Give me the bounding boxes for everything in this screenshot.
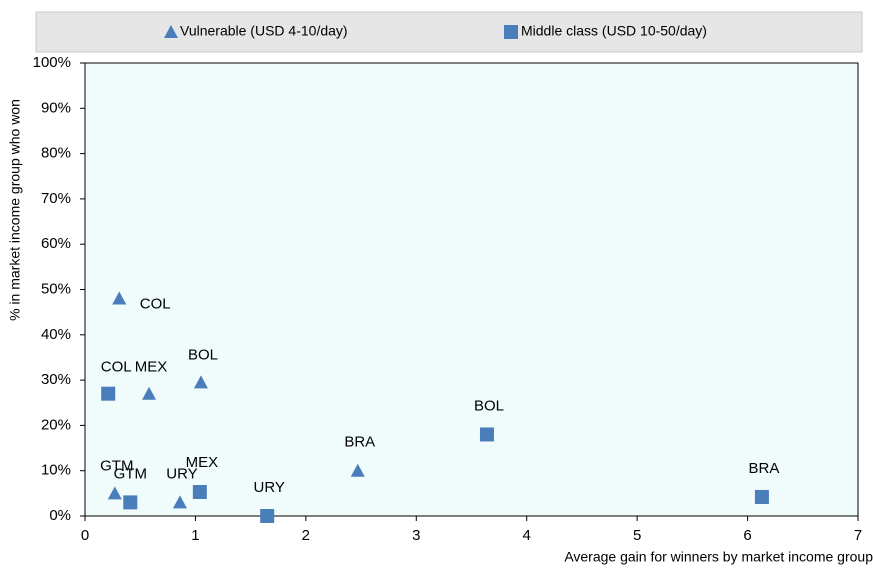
- y-tick-label: 0%: [49, 507, 71, 524]
- y-tick-label: 10%: [41, 462, 71, 479]
- x-axis-label: Average gain for winners by market incom…: [564, 549, 873, 565]
- y-tick-label: 60%: [41, 235, 71, 252]
- legend-marker: [164, 25, 178, 38]
- point-label: URY: [254, 479, 285, 496]
- point-label: COL: [140, 296, 171, 313]
- y-tick-label: 100%: [33, 54, 71, 71]
- point-label: BRA: [344, 434, 375, 451]
- point: [107, 486, 122, 500]
- legend-label: Vulnerable (USD 4-10/day): [180, 23, 348, 39]
- point: [172, 495, 187, 509]
- x-tick-label: 3: [412, 527, 420, 544]
- point: [192, 484, 207, 499]
- legend-box: [35, 11, 863, 53]
- x-tick-label: 1: [191, 527, 199, 544]
- y-axis-label: % in market income group who won: [7, 99, 23, 321]
- point-label: URY: [166, 465, 197, 482]
- point: [142, 386, 157, 400]
- point-label: BRA: [749, 460, 780, 477]
- point-label: MEX: [135, 359, 168, 376]
- y-tick-label: 70%: [41, 190, 71, 207]
- point-label: COL: [101, 359, 132, 376]
- point: [260, 509, 275, 523]
- legend-marker: [504, 25, 518, 39]
- x-tick-label: 0: [81, 527, 89, 544]
- x-tick-label: 7: [854, 527, 862, 544]
- y-tick-label: 30%: [41, 371, 71, 388]
- x-tick-label: 5: [633, 527, 641, 544]
- x-tick-label: 6: [743, 527, 751, 544]
- point: [479, 427, 494, 442]
- y-tick-label: 90%: [41, 99, 71, 116]
- x-tick-label: 4: [523, 527, 531, 544]
- point-label: GTM: [114, 465, 147, 482]
- y-tick-label: 40%: [41, 326, 71, 343]
- point: [754, 489, 769, 504]
- point-label: BOL: [474, 397, 504, 414]
- point: [193, 375, 208, 389]
- point: [123, 495, 138, 510]
- x-tick-label: 2: [302, 527, 310, 544]
- y-tick-label: 50%: [41, 280, 71, 297]
- legend-label: Middle class (USD 10-50/day): [521, 23, 707, 39]
- point-label: GTM: [100, 457, 133, 474]
- y-tick-label: 80%: [41, 145, 71, 162]
- point: [350, 463, 365, 477]
- point-label: MEX: [186, 454, 219, 471]
- y-tick-label: 20%: [41, 416, 71, 433]
- point-label: BOL: [188, 346, 218, 363]
- point: [112, 291, 127, 305]
- plot-area: [84, 62, 859, 517]
- point: [101, 386, 116, 401]
